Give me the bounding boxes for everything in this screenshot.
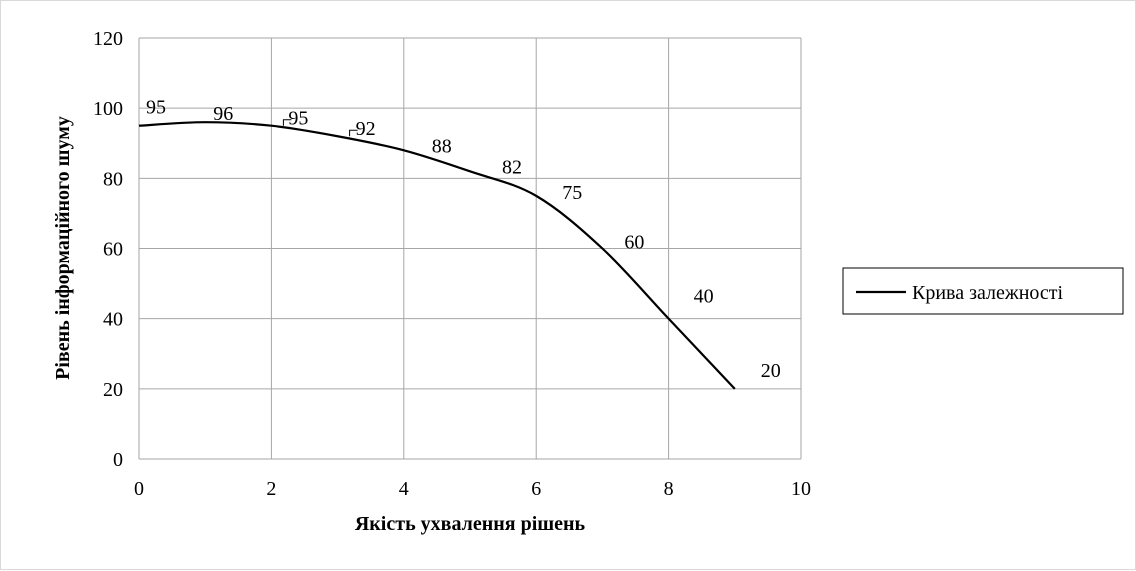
data-label: 95 bbox=[288, 108, 308, 130]
leader-line bbox=[349, 129, 358, 137]
data-label: 75 bbox=[562, 182, 582, 204]
series-group bbox=[138, 121, 736, 390]
data-label: 88 bbox=[432, 135, 452, 157]
x-tick-label: 8 bbox=[664, 478, 674, 500]
y-axis-ticks: 0 20 40 60 80 100 120 bbox=[93, 28, 123, 471]
legend-label: Крива залежності bbox=[912, 282, 1064, 304]
y-tick-label: 0 bbox=[113, 449, 123, 471]
data-label: 95 bbox=[146, 97, 166, 119]
y-tick-label: 120 bbox=[93, 28, 123, 50]
data-label: 40 bbox=[694, 286, 714, 308]
y-tick-label: 40 bbox=[103, 309, 123, 331]
y-axis-title: Рівень інформаційного шуму bbox=[52, 116, 74, 380]
y-tick-label: 60 bbox=[103, 239, 123, 261]
data-labels: 95 96 95 92 88 82 75 60 40 20 bbox=[146, 97, 781, 382]
leader-line bbox=[282, 119, 292, 126]
x-axis-title: Якість ухвалення рішень bbox=[355, 513, 586, 535]
x-tick-label: 10 bbox=[791, 478, 811, 500]
legend: Крива залежності bbox=[842, 267, 1124, 315]
y-tick-label: 20 bbox=[103, 379, 123, 401]
data-label: 92 bbox=[356, 118, 376, 140]
y-tick-label: 80 bbox=[103, 168, 123, 190]
x-tick-label: 2 bbox=[266, 478, 276, 500]
data-label: 96 bbox=[213, 103, 233, 125]
x-tick-label: 6 bbox=[531, 478, 541, 500]
y-tick-label: 100 bbox=[93, 98, 123, 120]
x-tick-label: 4 bbox=[399, 478, 409, 500]
data-label: 60 bbox=[624, 232, 644, 254]
series-line bbox=[138, 121, 736, 390]
gridlines bbox=[138, 37, 802, 460]
data-label: 20 bbox=[761, 360, 781, 382]
x-tick-label: 0 bbox=[134, 478, 144, 500]
data-label: 82 bbox=[502, 156, 522, 178]
x-axis-ticks: 0 2 4 6 8 10 bbox=[134, 478, 811, 500]
